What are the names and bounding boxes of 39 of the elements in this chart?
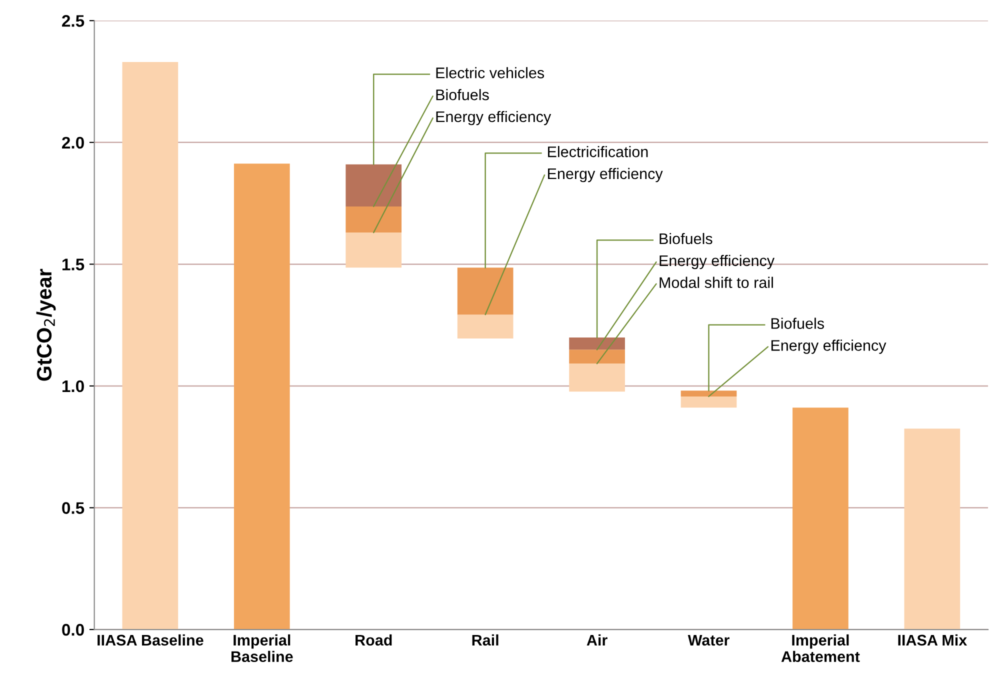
annotation: Electric vehicles <box>436 67 544 78</box>
y-tick-label: 0.0 <box>62 624 84 636</box>
x-tick-label: Water <box>688 634 730 646</box>
bar <box>792 408 848 630</box>
x-tick-label: Imperial Baseline <box>232 634 293 662</box>
y-tick-label: 2.5 <box>62 15 84 27</box>
y-tick-label: 2.0 <box>62 136 84 149</box>
bar <box>457 314 514 338</box>
bar <box>569 350 625 364</box>
x-tick-label: Road <box>356 634 392 646</box>
x-tick-label: IIASA Mix <box>898 634 968 646</box>
annotation: Modal shift to rail <box>660 276 773 288</box>
x-tick-label: Imperial Abatement <box>781 634 860 662</box>
annotation: Energy efficiency <box>660 254 775 270</box>
x-tick-label: IIASA Baseline <box>98 634 204 646</box>
annotation: Electricification <box>548 146 648 158</box>
bar <box>346 232 402 268</box>
bar <box>569 364 625 392</box>
bar <box>680 390 737 396</box>
bar <box>122 62 178 630</box>
bar <box>346 164 402 206</box>
bar <box>234 164 290 630</box>
y-tick-label: 0.5 <box>62 502 84 514</box>
bar <box>680 396 737 408</box>
y-tick-label: 1.0 <box>62 380 84 392</box>
bar <box>904 428 960 630</box>
annotation: Energy efficiency <box>548 168 663 182</box>
annotation: Biofuels <box>436 89 489 100</box>
y-axis-title: GtCO$_{2}$/year <box>36 268 56 381</box>
annotation: Biofuels <box>660 232 712 244</box>
x-tick-label: Air <box>586 634 608 646</box>
annotation: Energy efficiency <box>771 340 886 354</box>
bar <box>346 206 402 233</box>
annotation: Biofuels <box>771 318 824 329</box>
bar <box>569 338 625 350</box>
bar <box>457 268 514 315</box>
x-tick-label: Rail <box>472 634 498 646</box>
y-tick-label: 1.5 <box>62 258 84 270</box>
annotation: Energy efficiency <box>436 110 552 126</box>
